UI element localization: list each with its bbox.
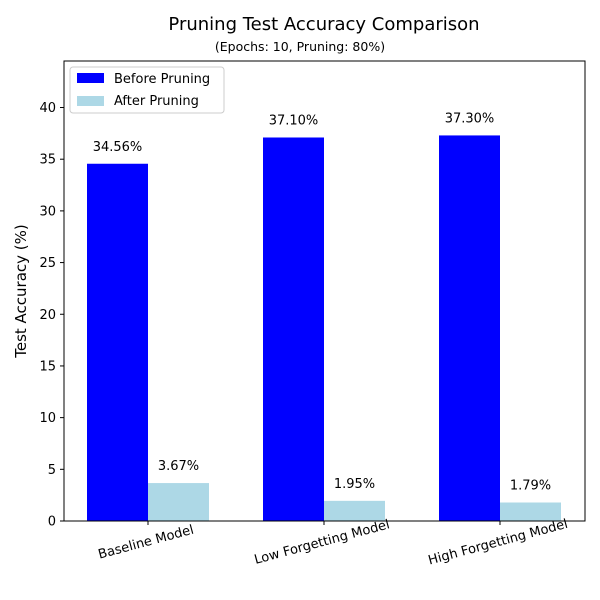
x-tick-label: Baseline Model	[97, 523, 196, 563]
bar-before-pruning-1	[263, 137, 324, 521]
y-tick-label: 35	[39, 153, 56, 168]
plot-frame	[63, 60, 586, 522]
legend-swatch-before-pruning	[77, 73, 104, 83]
bar-labels-layer: 34.56% 3.67% 37.10% 1.95% 37.30% 1.79%	[93, 111, 551, 493]
bar-value-label: 1.79%	[510, 478, 551, 493]
bar-after-pruning-0	[148, 483, 209, 521]
y-tick-label: 10	[39, 411, 56, 426]
bar-after-pruning-2	[500, 502, 561, 521]
legend-label-after-pruning: After Pruning	[114, 94, 199, 109]
bar-value-label: 1.95%	[334, 477, 375, 492]
bar-value-label: 34.56%	[93, 140, 143, 155]
bar-before-pruning-2	[439, 135, 500, 521]
y-axis-ticks: 0 5 10 15 20 25 30 35 40	[39, 101, 64, 530]
legend: Before Pruning After Pruning	[69, 66, 225, 114]
bar-before-pruning-0	[87, 163, 148, 522]
y-tick-label: 40	[39, 101, 56, 116]
y-tick-label: 25	[39, 256, 56, 271]
legend-label-before-pruning: Before Pruning	[114, 72, 210, 87]
y-tick-label: 15	[39, 359, 56, 374]
bar-after-pruning-1	[324, 500, 385, 521]
bar-value-label: 3.67%	[158, 459, 199, 474]
bar-value-label: 37.30%	[445, 111, 495, 126]
y-tick-label: 5	[48, 463, 56, 478]
bars-layer	[87, 135, 561, 522]
legend-box	[69, 66, 225, 114]
y-tick-label: 30	[39, 204, 56, 219]
bar-value-label: 37.10%	[269, 113, 319, 128]
chart-subtitle: (Epochs: 10, Pruning: 80%)	[215, 39, 385, 54]
y-tick-label: 0	[48, 515, 56, 530]
y-axis-label: Test Accuracy (%)	[12, 224, 30, 359]
legend-swatch-after-pruning	[77, 96, 104, 106]
chart-title: Pruning Test Accuracy Comparison	[168, 14, 479, 35]
x-tick-label: Low Forgetting Model	[253, 517, 392, 568]
y-tick-label: 20	[39, 308, 56, 323]
x-tick-label: High Forgetting Model	[427, 517, 570, 569]
x-axis-ticks: Baseline Model Low Forgetting Model High F…	[97, 517, 570, 569]
